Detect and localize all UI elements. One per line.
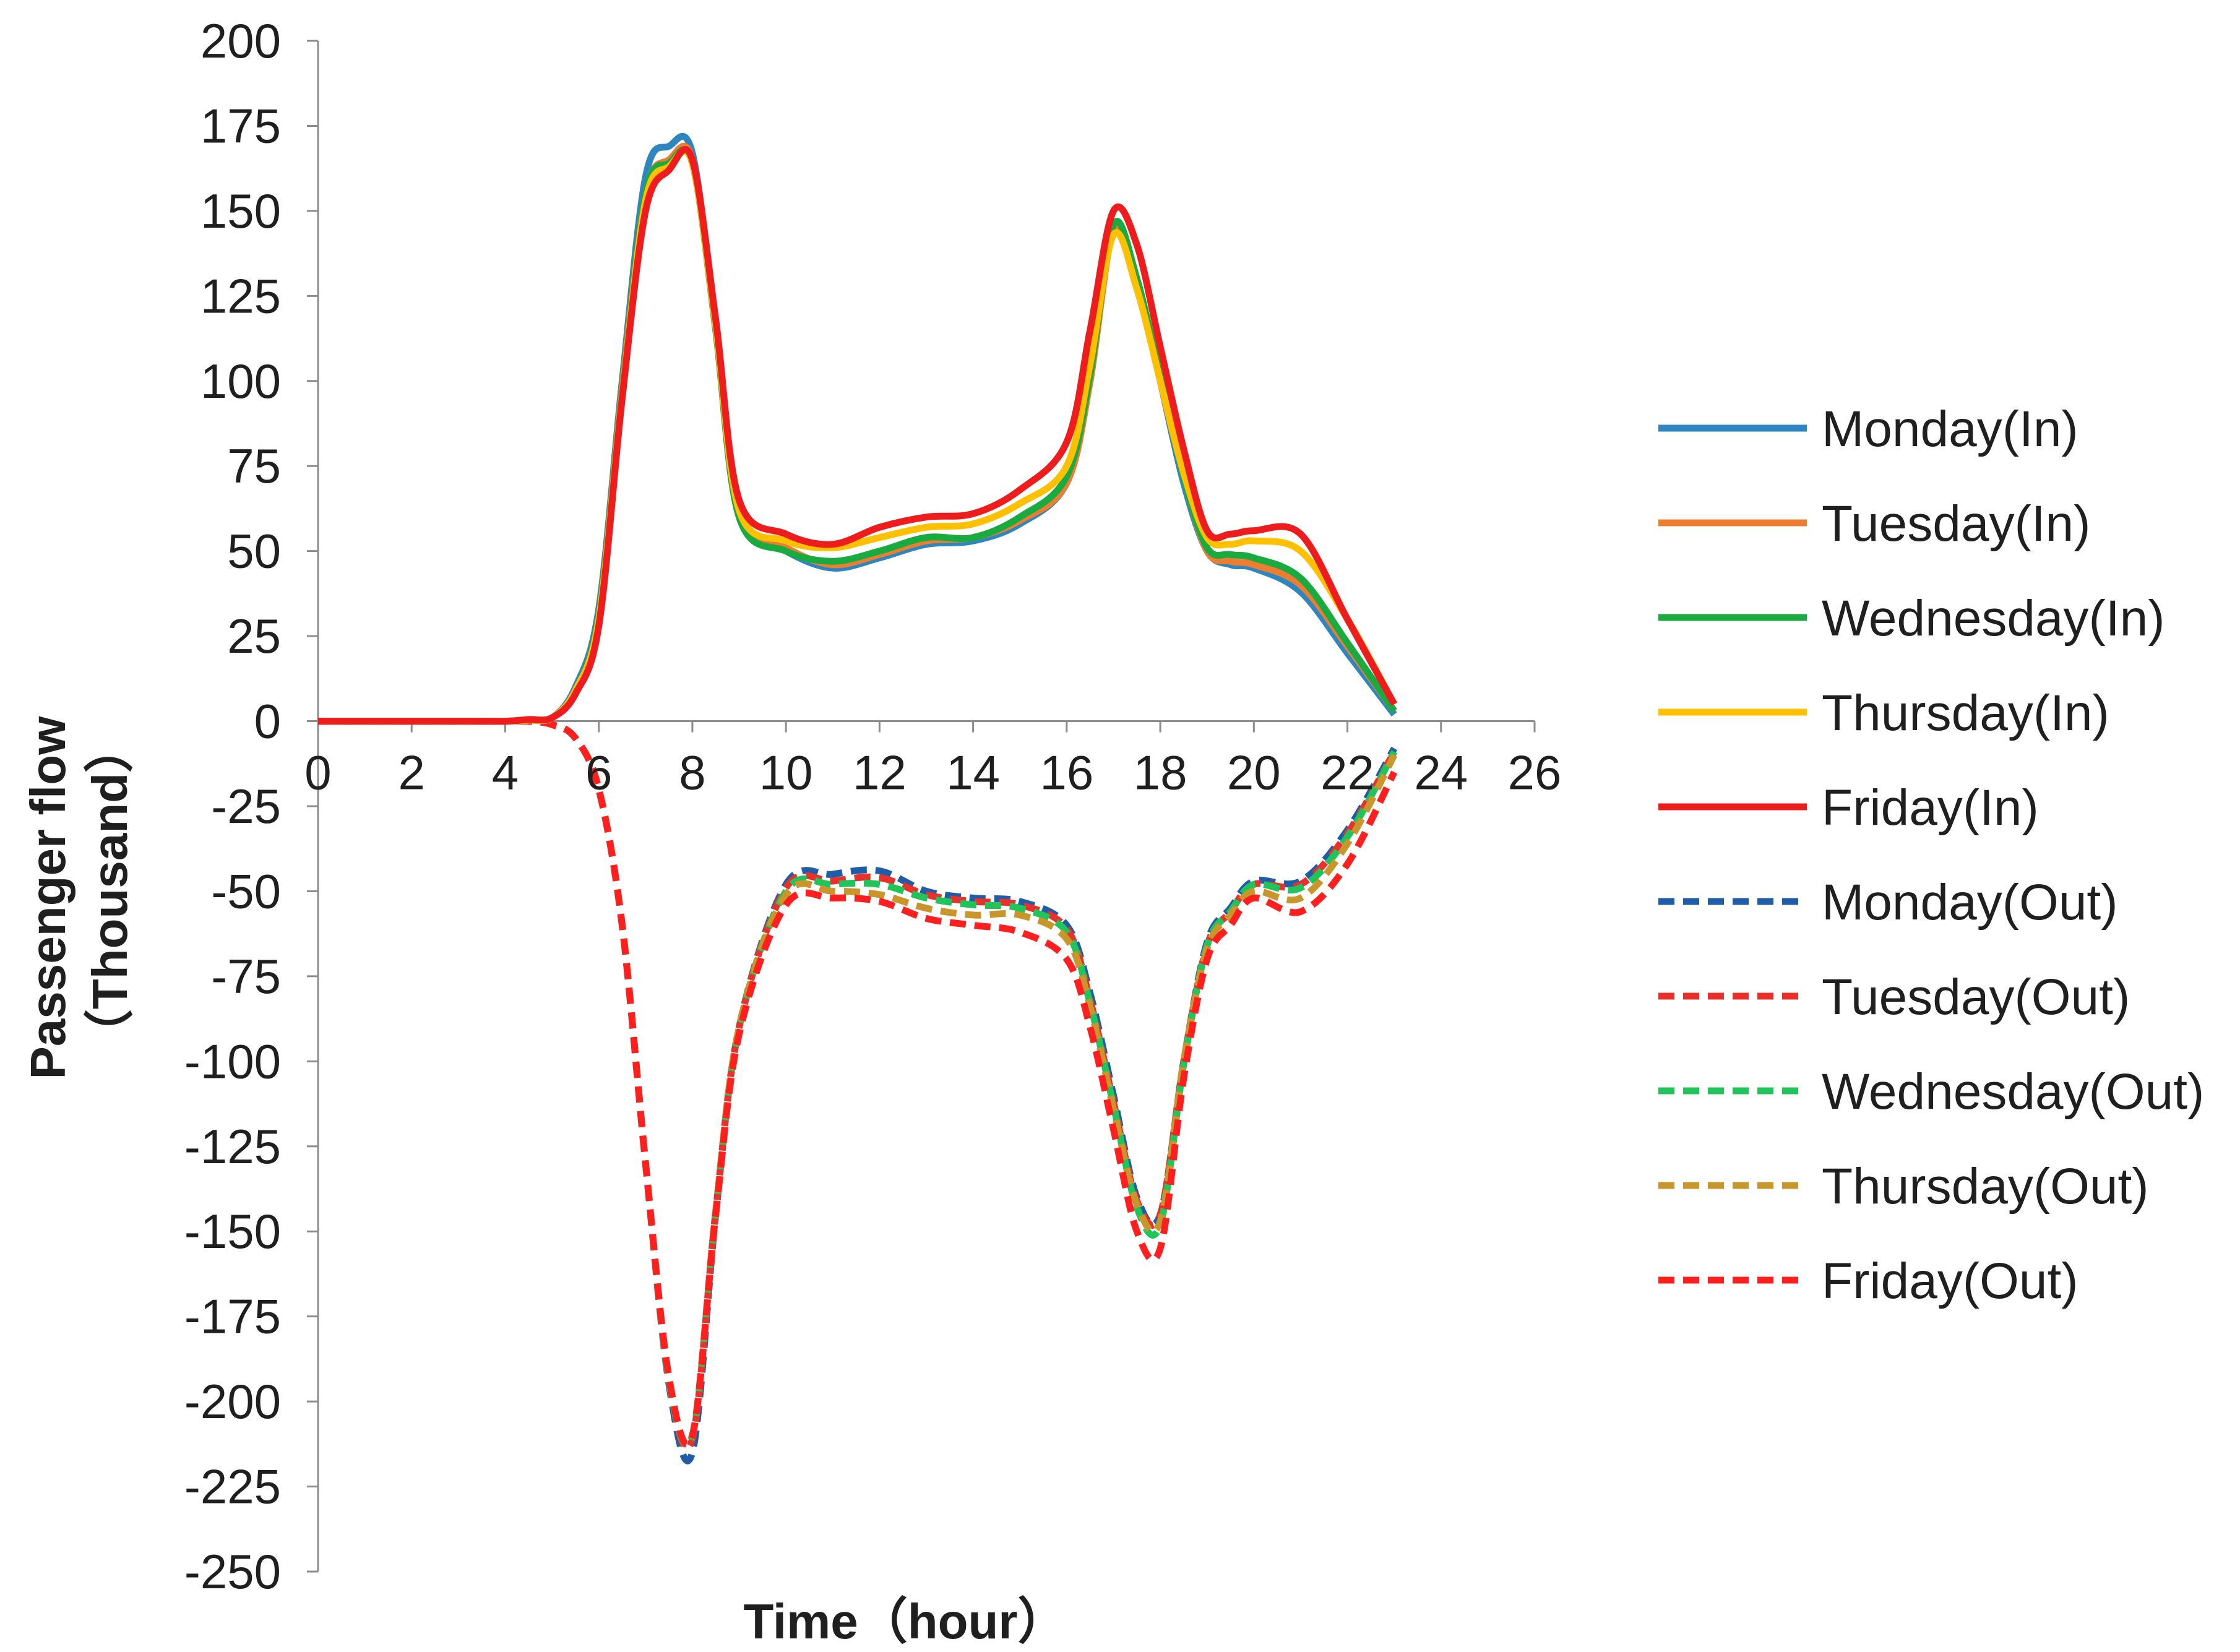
y-axis-title-line2: （Thousand） <box>82 723 137 1059</box>
y-tick-label: 150 <box>200 184 281 238</box>
y-tick-label: -250 <box>184 1544 281 1599</box>
x-tick-label: 20 <box>1227 746 1281 800</box>
x-tick-label: 24 <box>1414 746 1468 800</box>
y-tick-label: 100 <box>200 354 281 408</box>
series-line-friday-in <box>318 146 1398 725</box>
x-tick-label: 18 <box>1134 746 1187 800</box>
y-tick-label: 200 <box>200 14 281 68</box>
y-tick-label: 175 <box>200 98 281 153</box>
y-axis-title-line1: Passenger flow <box>20 716 75 1080</box>
series-line-thursday-out <box>318 717 1398 1448</box>
y-tick-label: -225 <box>184 1460 281 1514</box>
legend-label: Tuesday(In) <box>1822 496 2090 552</box>
series-line-monday-in <box>318 132 1397 725</box>
x-axis-title: Time（hour） <box>743 1594 1067 1649</box>
y-tick-label: -175 <box>184 1289 281 1344</box>
y-tick-label: 0 <box>254 694 281 749</box>
legend-label: Friday(In) <box>1822 780 2039 836</box>
series-line-monday-out <box>318 717 1397 1465</box>
series-line-thursday-in <box>318 147 1398 725</box>
x-tick-label: 2 <box>398 746 425 800</box>
y-tick-label: 125 <box>200 269 281 323</box>
y-tick-label: -75 <box>211 949 281 1004</box>
y-tick-label: -50 <box>211 864 281 918</box>
y-tick-label: -125 <box>184 1119 281 1174</box>
legend-label: Thursday(Out) <box>1822 1158 2149 1215</box>
legend-label: Wednesday(Out) <box>1822 1064 2204 1120</box>
tick-labels: 2001751501251007550250-25-50-75-100-125-… <box>184 14 1562 1599</box>
legend: Monday(In) Tuesday(In) Wednesday(In) Thursd… <box>1658 401 2204 1309</box>
legend-label: Monday(Out) <box>1822 874 2118 931</box>
y-axis-title: Passenger flow （Thousand） <box>20 702 137 1079</box>
x-tick-label: 22 <box>1320 746 1374 800</box>
x-tick-label: 8 <box>679 746 705 800</box>
series-line-friday-out <box>318 717 1398 1448</box>
axes-layer <box>307 40 1536 1573</box>
series-line-wednesday-out <box>318 717 1398 1449</box>
y-tick-label: -200 <box>184 1374 281 1429</box>
legend-label: Thursday(In) <box>1822 685 2109 741</box>
y-tick-label: -100 <box>184 1034 281 1088</box>
series-layer <box>318 132 1398 1465</box>
x-tick-label: 16 <box>1040 746 1093 800</box>
x-tick-label: 4 <box>492 746 519 800</box>
x-tick-label: 14 <box>946 746 1000 800</box>
legend-label: Tuesday(Out) <box>1822 969 2130 1025</box>
x-tick-label: 26 <box>1508 746 1562 800</box>
y-tick-label: -150 <box>184 1204 281 1258</box>
legend-label: Wednesday(In) <box>1822 590 2165 647</box>
y-tick-label: -25 <box>211 779 281 833</box>
legend-label: Friday(Out) <box>1822 1253 2078 1309</box>
series-line-wednesday-in <box>318 146 1397 725</box>
x-tick-label: 6 <box>585 746 612 800</box>
x-tick-label: 12 <box>853 746 907 800</box>
x-tick-label: 10 <box>759 746 813 800</box>
y-tick-label: 50 <box>227 524 281 579</box>
legend-label: Monday(In) <box>1822 401 2078 457</box>
y-tick-label: 75 <box>227 439 281 493</box>
x-tick-label: 0 <box>304 746 331 800</box>
series-line-tuesday-out <box>318 717 1397 1452</box>
series-line-tuesday-in <box>318 142 1397 725</box>
y-tick-label: 25 <box>227 609 281 663</box>
